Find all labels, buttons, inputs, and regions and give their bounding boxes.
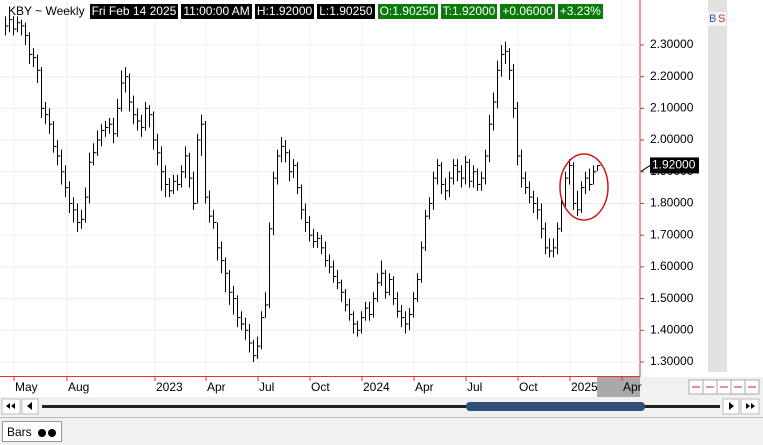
symbol: KBY ~ Weekly — [8, 4, 85, 18]
y-tick-label: 2.00000 — [650, 132, 694, 146]
last-price-box — [650, 157, 699, 174]
y-tick-label: 1.70000 — [650, 227, 694, 241]
y-tick-label: 2.30000 — [650, 37, 694, 51]
open: O:1.90250 — [377, 4, 438, 19]
x-tick-label: 2023 — [156, 380, 183, 394]
arrow — [746, 403, 755, 409]
tab-label: Bars — [7, 425, 32, 439]
y-tick-label: 1.60000 — [650, 259, 694, 273]
scroll-end[interactable] — [740, 398, 760, 415]
scroll-start[interactable] — [1, 398, 21, 415]
annotation-circle — [559, 153, 609, 221]
tab-icon — [38, 429, 56, 437]
trade-button-label: S — [718, 13, 725, 25]
date: Fri Feb 14 2025 — [89, 4, 179, 19]
y-tick-label: 2.20000 — [650, 69, 694, 83]
x-tick-label: May — [15, 380, 38, 394]
arrow — [6, 403, 15, 409]
x-tick-label: Oct — [311, 380, 330, 394]
trade-button[interactable] — [717, 12, 726, 26]
y-tick-label: 1.30000 — [650, 354, 694, 368]
arrow — [729, 402, 734, 410]
x-axis-area — [0, 377, 640, 397]
grid — [0, 0, 640, 375]
bars — [5, 13, 601, 363]
last-price-label: 1.92000 — [652, 158, 696, 172]
low: L:1.90250 — [317, 4, 375, 19]
change-pct: +3.23% — [557, 4, 603, 19]
toolbar-buttons — [688, 379, 760, 395]
x-tick-label: 2024 — [363, 380, 390, 394]
x-tick-label: Apr — [415, 380, 434, 394]
x-tick-label: 2025 — [571, 380, 598, 394]
y-tick-label: 1.80000 — [650, 196, 694, 210]
header: KBY ~ Weekly Fri Feb 14 2025 11:00:00 AM… — [6, 4, 603, 19]
y-tick-label: 1.40000 — [650, 322, 694, 336]
scrollbar — [1, 398, 760, 415]
scroll-thumb[interactable] — [466, 402, 645, 411]
high: H:1.92000 — [254, 4, 315, 19]
last-price-pointer — [640, 165, 651, 172]
x-tick-label: Aug — [68, 380, 89, 394]
x-tick-label: Jul — [259, 380, 274, 394]
x-tick-label: Apr — [623, 380, 642, 394]
x-tick-label: Jul — [467, 380, 482, 394]
trade-button[interactable] — [708, 12, 717, 26]
trade-button-label: B — [709, 13, 716, 25]
y-tick-label: 2.10000 — [650, 101, 694, 115]
side-strip — [708, 0, 727, 372]
change: +0.06000 — [500, 4, 555, 19]
future-area — [597, 377, 640, 397]
time: 11:00:00 AM — [181, 4, 252, 19]
y-tick-label: 1.50000 — [650, 291, 694, 305]
arrow — [27, 402, 32, 410]
x-tick-label: Apr — [207, 380, 226, 394]
bars-tab[interactable]: Bars — [2, 421, 62, 442]
close: T:1.92000 — [440, 4, 498, 19]
x-tick-label: Oct — [519, 380, 538, 394]
